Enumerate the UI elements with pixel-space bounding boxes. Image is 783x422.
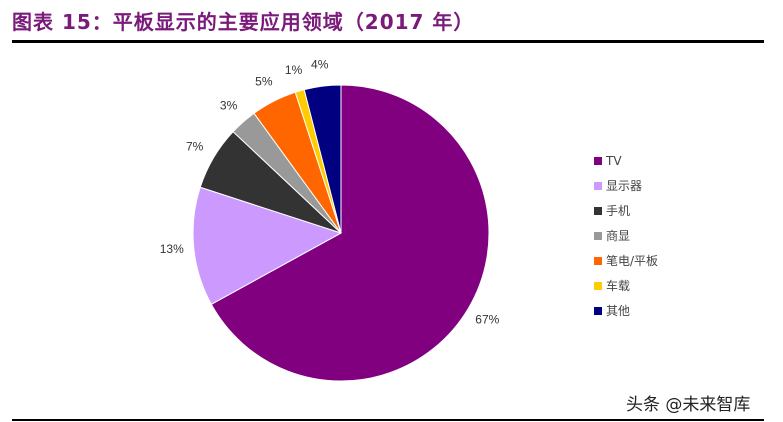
legend-label: 车载: [606, 279, 631, 293]
pie-slice-0: [210, 84, 490, 382]
title-divider: [12, 40, 764, 43]
data-label: 4%: [311, 57, 329, 71]
data-label: 3%: [220, 98, 238, 112]
legend-swatch: [594, 181, 602, 190]
legend-swatch: [594, 206, 602, 215]
bottom-divider: [12, 419, 764, 421]
legend-swatch: [594, 156, 602, 165]
data-label: 13%: [160, 242, 184, 256]
legend: TV 显示器手机商显笔电/平板车载其他: [594, 148, 658, 323]
legend-label: TV: [606, 153, 622, 168]
legend-swatch: [594, 281, 602, 290]
legend-item: 笔电/平板: [594, 248, 658, 273]
legend-label: 显示器: [606, 179, 643, 193]
legend-item: 车载: [594, 273, 658, 298]
legend-swatch: [594, 306, 602, 315]
legend-label: 其他: [606, 304, 631, 318]
legend-item: 其他: [594, 298, 658, 323]
legend-swatch: [594, 231, 602, 240]
chart-title: 图表 15：平板显示的主要应用领域（2017 年）: [12, 10, 475, 34]
data-label: 1%: [285, 63, 303, 77]
legend-item: 手机: [594, 198, 658, 223]
data-label: 7%: [186, 139, 204, 153]
pie-slice-6: [303, 84, 342, 234]
legend-label: 手机: [606, 204, 631, 218]
legend-item: 显示器: [594, 173, 658, 198]
legend-item: TV: [594, 148, 658, 173]
legend-swatch: [594, 256, 602, 265]
legend-label: 笔电/平板: [606, 254, 659, 268]
legend-item: 商显: [594, 223, 658, 248]
data-label: 5%: [255, 75, 273, 89]
legend-label: 商显: [606, 229, 631, 243]
pie-slice-1: [192, 186, 343, 305]
data-label: 67%: [475, 313, 499, 327]
watermark: 头条 @未来智库: [626, 395, 751, 415]
